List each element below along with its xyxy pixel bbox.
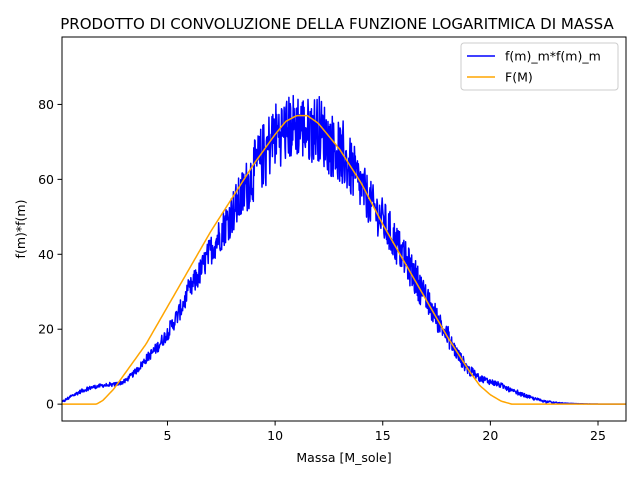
x-axis-label: Massa [M_sole] [296, 450, 391, 465]
series-layer [62, 94, 626, 405]
legend-label-series-2: F(M) [505, 70, 533, 85]
x-axis: 5 10 15 20 25 [164, 421, 606, 443]
x-tick-label: 10 [267, 428, 283, 443]
y-tick-label: 20 [38, 322, 54, 337]
y-tick-label: 60 [38, 172, 54, 187]
y-tick-label: 0 [46, 397, 54, 412]
x-tick-label: 15 [375, 428, 391, 443]
y-tick-label: 80 [38, 97, 54, 112]
series-line-2 [62, 114, 626, 405]
plot-frame [61, 36, 627, 422]
y-axis: 0 20 40 60 80 [38, 97, 62, 412]
x-tick-label: 20 [482, 428, 498, 443]
legend: f(m)_m*f(m)_m F(M) [460, 42, 619, 91]
series-line-1 [62, 94, 626, 405]
y-tick-label: 40 [38, 247, 54, 262]
legend-label-series-1: f(m)_m*f(m)_m [505, 49, 601, 64]
chart-title: PRODOTTO DI CONVOLUZIONE DELLA FUNZIONE … [60, 15, 614, 33]
x-tick-label: 5 [164, 428, 172, 443]
legend-box [460, 42, 619, 91]
y-axis-label: f(m)*f(m) [13, 200, 28, 259]
x-tick-label: 25 [590, 428, 606, 443]
